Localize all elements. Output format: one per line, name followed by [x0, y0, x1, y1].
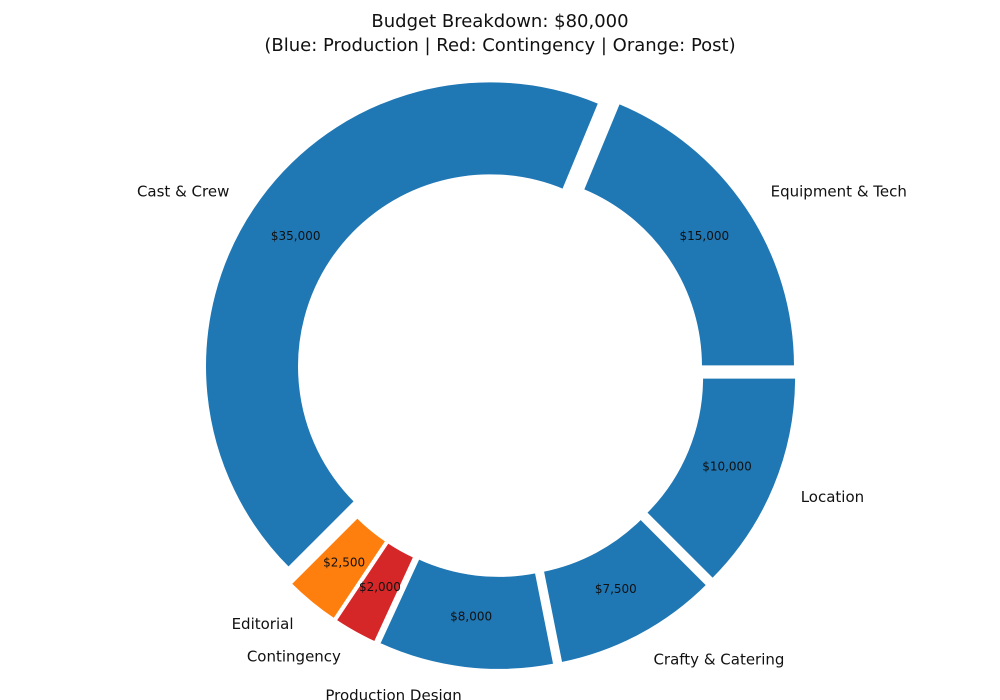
slice-equipment-and-tech: [581, 101, 796, 368]
category-label-cast-and-crew: Cast & Crew: [137, 183, 229, 201]
labels-layer: $35,000 Cast & Crew $15,000 Equipment & Tec…: [137, 183, 907, 700]
slice-location: [644, 376, 798, 581]
category-label-editorial: Editorial: [232, 615, 294, 633]
value-label-production-design: $8,000: [450, 610, 492, 624]
value-label-contingency: $2,000: [359, 580, 401, 594]
category-label-location: Location: [801, 488, 864, 506]
chart-title-block: Budget Breakdown: $80,000 (Blue: Product…: [0, 10, 1000, 58]
slices-layer: [204, 80, 798, 671]
value-label-cast-and-crew: $35,000: [271, 229, 321, 243]
category-label-equipment-and-tech: Equipment & Tech: [771, 183, 907, 201]
slice-production-design: [377, 557, 556, 671]
slice-editorial: [289, 515, 388, 621]
slice-crafty-and-catering: [541, 517, 709, 665]
value-label-location: $10,000: [702, 460, 752, 474]
category-label-contingency: Contingency: [247, 648, 341, 666]
chart-subtitle: (Blue: Production | Red: Contingency | O…: [264, 35, 736, 56]
category-label-crafty-and-catering: Crafty & Catering: [653, 651, 784, 669]
category-label-production-design: Production Design: [325, 687, 461, 700]
value-label-editorial: $2,500: [323, 555, 365, 569]
slice-contingency: [334, 540, 416, 644]
chart-title: Budget Breakdown: $80,000: [371, 11, 629, 32]
slice-cast-and-crew: [204, 80, 601, 570]
value-label-equipment-and-tech: $15,000: [679, 229, 729, 243]
value-label-crafty-and-catering: $7,500: [595, 582, 637, 596]
